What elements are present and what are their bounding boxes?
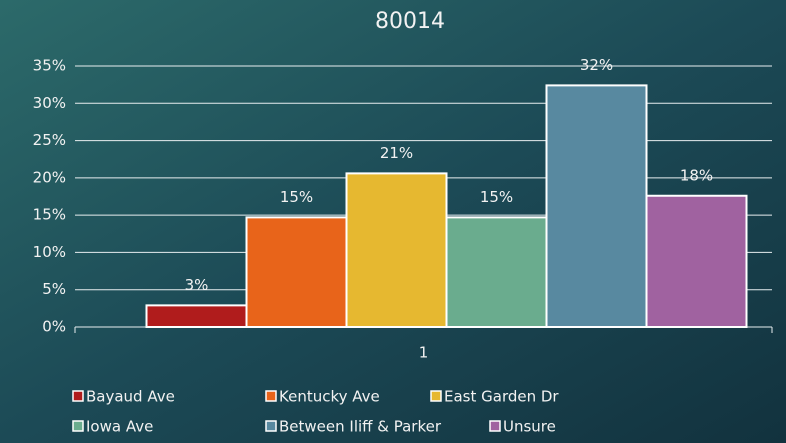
x-tick-label: 1 xyxy=(419,344,429,362)
legend-swatch xyxy=(265,390,277,402)
y-tick-label: 0% xyxy=(42,318,66,336)
legend-swatch xyxy=(265,420,277,432)
legend-swatch xyxy=(72,390,84,402)
legend-label: Between Iliff & Parker xyxy=(279,418,442,436)
y-tick-label: 20% xyxy=(33,168,66,186)
legend-label: Unsure xyxy=(503,418,556,436)
value-label: 15% xyxy=(480,188,513,206)
y-tick-label: 15% xyxy=(33,206,66,224)
y-tick-label: 30% xyxy=(33,94,66,112)
value-label: 21% xyxy=(380,144,413,162)
bar xyxy=(245,216,348,329)
bar xyxy=(445,216,548,329)
bar xyxy=(145,304,248,329)
legend-swatch xyxy=(430,390,442,402)
legend-label: Kentucky Ave xyxy=(279,388,380,406)
legend-swatch xyxy=(489,420,501,432)
bar xyxy=(645,194,748,328)
value-label: 3% xyxy=(185,276,209,294)
legend-swatch xyxy=(72,420,84,432)
value-label: 18% xyxy=(680,166,713,184)
legend-label: Iowa Ave xyxy=(86,418,153,436)
y-tick-label: 25% xyxy=(33,131,66,149)
chart-title: 80014 xyxy=(375,9,445,34)
legend-label: Bayaud Ave xyxy=(86,388,175,406)
bar xyxy=(545,84,648,329)
value-label: 32% xyxy=(580,56,613,74)
y-tick-label: 35% xyxy=(33,57,66,75)
y-tick-label: 10% xyxy=(33,243,66,261)
bar xyxy=(345,172,448,328)
value-label: 15% xyxy=(280,188,313,206)
y-tick-label: 5% xyxy=(42,280,66,298)
legend-label: East Garden Dr xyxy=(444,388,559,406)
